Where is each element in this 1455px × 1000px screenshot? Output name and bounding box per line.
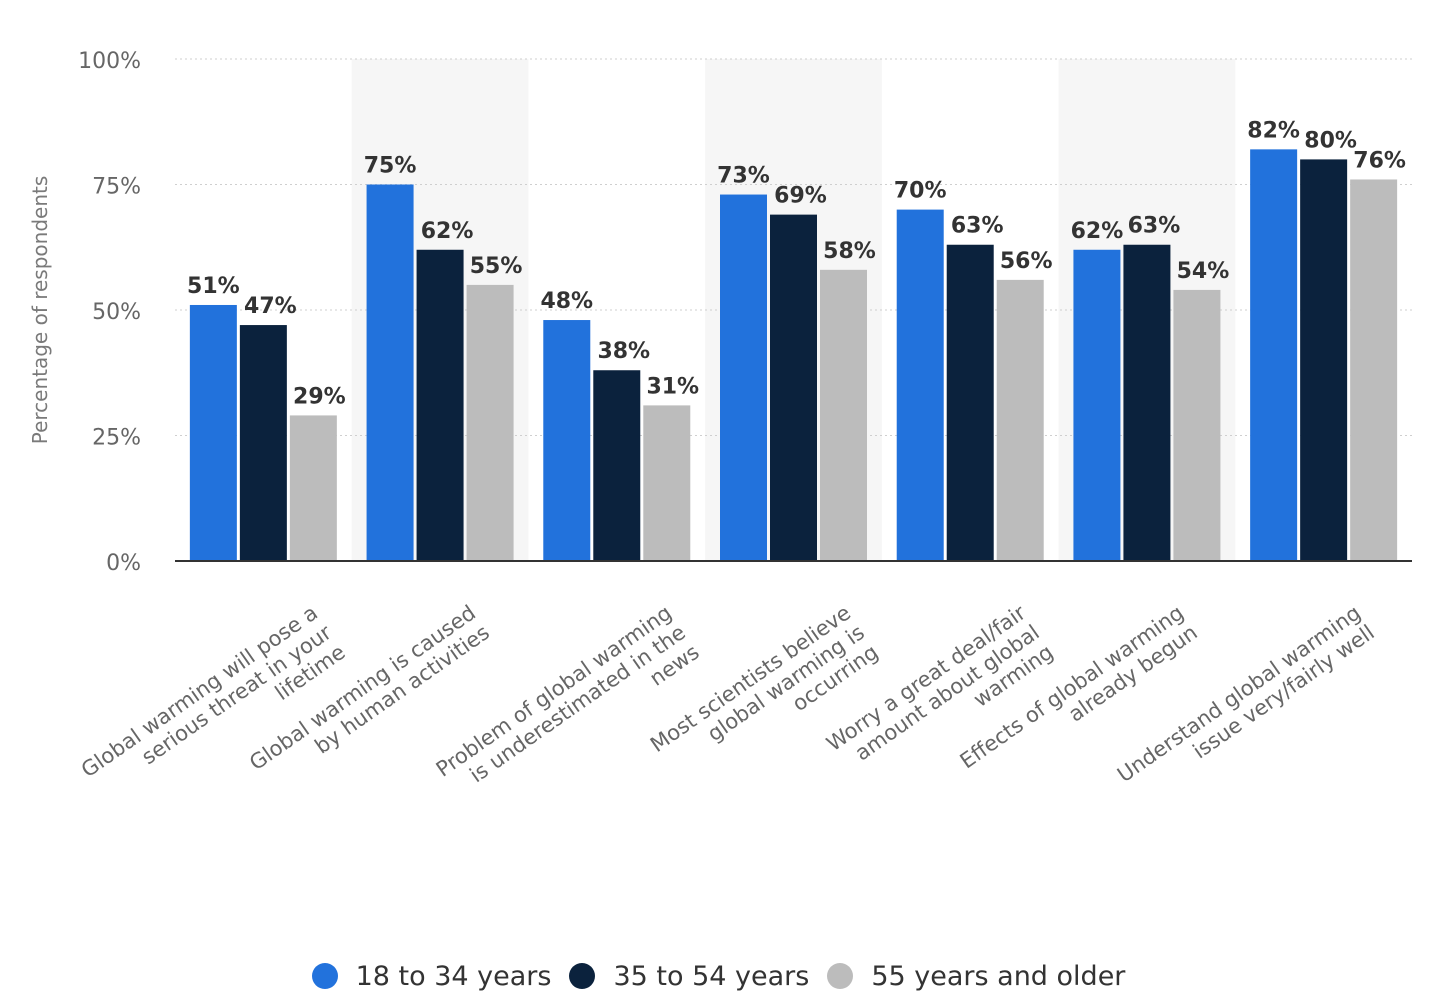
bar[interactable]	[1123, 244, 1171, 562]
data-label: 82%	[1247, 118, 1300, 143]
bar[interactable]	[720, 194, 767, 562]
data-label: 29%	[293, 384, 346, 409]
bar[interactable]	[239, 325, 287, 561]
bar[interactable]	[946, 244, 994, 562]
data-label: 80%	[1304, 128, 1357, 153]
bar[interactable]	[366, 184, 414, 562]
data-label: 55%	[470, 254, 523, 279]
x-tick-label: issue very/fairly well	[1188, 620, 1378, 763]
bar[interactable]	[416, 249, 464, 561]
y-tick-label: 25%	[92, 426, 141, 451]
legend-marker-18-34	[311, 963, 338, 989]
bar[interactable]	[1300, 159, 1348, 561]
legend-item-18-34[interactable]: 18 to 34 years	[311, 960, 552, 992]
x-tick-label: amount about global	[851, 620, 1044, 765]
bar[interactable]	[896, 209, 944, 561]
legend-marker-55-older	[827, 963, 854, 989]
data-label: 73%	[717, 164, 770, 189]
bar[interactable]	[770, 214, 817, 561]
data-label: 69%	[774, 184, 827, 209]
data-label: 47%	[244, 294, 297, 319]
data-labels: 51%47%29%75%62%55%48%38%31%73%69%58%70%6…	[187, 118, 1406, 409]
y-tick-label: 100%	[78, 49, 141, 74]
legend-marker-35-54	[569, 963, 596, 989]
bars	[189, 149, 1398, 562]
bar-chart: 0% 25% 50% 75% 100% Percentage of respondent…	[28, 49, 1412, 787]
y-tick-label: 75%	[92, 175, 141, 200]
legend: 18 to 34 years 35 to 54 years 55 years a…	[0, 952, 1455, 1000]
bar[interactable]	[289, 415, 337, 561]
bar[interactable]	[189, 304, 237, 561]
data-label: 31%	[646, 374, 699, 399]
bar[interactable]	[643, 405, 691, 561]
y-axis: 0% 25% 50% 75% 100%	[78, 49, 141, 576]
bar[interactable]	[593, 370, 641, 561]
data-label: 63%	[1128, 214, 1181, 239]
legend-label-55-older: 55 years and older	[871, 960, 1126, 992]
bar[interactable]	[1250, 149, 1298, 562]
y-axis-title: Percentage of respondents	[28, 176, 52, 445]
legend-label-35-54: 35 to 54 years	[613, 960, 810, 992]
data-label: 70%	[894, 179, 947, 204]
y-tick-label: 0%	[106, 551, 141, 576]
data-label: 51%	[187, 274, 240, 299]
data-label: 63%	[951, 214, 1004, 239]
legend-label-18-34: 18 to 34 years	[355, 960, 552, 992]
x-tick-label: is underestimated in the	[465, 620, 689, 787]
legend-item-55-older[interactable]: 55 years and older	[827, 961, 1125, 992]
data-label: 76%	[1353, 148, 1406, 173]
bar[interactable]	[1173, 289, 1221, 561]
data-label: 62%	[421, 219, 474, 244]
bar[interactable]	[466, 284, 514, 561]
data-label: 56%	[1000, 249, 1053, 274]
bar[interactable]	[996, 279, 1044, 561]
y-tick-label: 50%	[92, 300, 141, 325]
bar[interactable]	[543, 320, 591, 561]
data-label: 58%	[823, 239, 876, 264]
legend-item-35-54[interactable]: 35 to 54 years	[569, 961, 809, 992]
bar[interactable]	[820, 269, 867, 561]
bar[interactable]	[1350, 179, 1398, 562]
data-label: 54%	[1177, 259, 1230, 284]
x-tick-label: serious threat in your	[137, 620, 336, 769]
data-label: 48%	[540, 289, 593, 314]
bar[interactable]	[1073, 249, 1121, 561]
data-label: 38%	[597, 339, 650, 364]
data-label: 62%	[1071, 219, 1124, 244]
data-label: 75%	[364, 154, 417, 179]
